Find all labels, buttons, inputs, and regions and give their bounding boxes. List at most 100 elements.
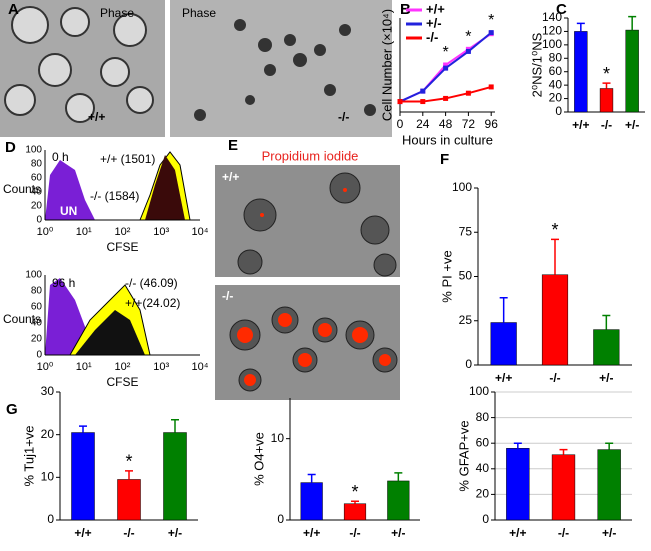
y-tick-label: 20 xyxy=(41,427,55,441)
error-bar xyxy=(171,418,179,433)
image-label: Phase xyxy=(100,6,134,20)
y-tick-label: 20 xyxy=(549,91,563,105)
error-bar xyxy=(602,314,611,330)
time-label: 0 h xyxy=(52,150,69,164)
panel-label: D xyxy=(5,139,16,156)
point xyxy=(420,99,426,105)
axis-label: CFSE xyxy=(106,240,138,254)
y-tick-label: 0 xyxy=(465,357,472,371)
x-tick-label: -/- xyxy=(123,526,134,540)
y-tick-label: 0 xyxy=(47,512,54,526)
bar xyxy=(117,479,141,521)
x-tick-label: 10¹ xyxy=(76,361,92,373)
y-tick-label: 50 xyxy=(459,269,473,283)
y-axis-label: % GFAP+ve xyxy=(456,420,471,491)
genotype-label: +/+ xyxy=(222,170,239,184)
point xyxy=(443,65,449,71)
legend-label: -/- xyxy=(426,29,438,44)
y-tick-label: 80 xyxy=(31,286,43,297)
peak-label: +/+(24.02) xyxy=(125,296,180,310)
error-bar xyxy=(513,442,522,449)
y-tick-label: 20 xyxy=(31,201,43,212)
y-tick-label: 20 xyxy=(476,487,490,501)
point xyxy=(488,84,494,90)
y-tick-label: 10 xyxy=(271,431,285,445)
axis-label: Counts xyxy=(3,182,41,196)
point xyxy=(420,88,426,94)
error-bar xyxy=(559,448,568,455)
error-bar xyxy=(576,22,585,32)
x-axis-label: Hours in culture xyxy=(402,132,493,147)
x-tick-label: 10² xyxy=(115,226,131,238)
peak-label: UN xyxy=(60,204,77,218)
time-label: 96 h xyxy=(52,276,75,290)
annotation: * xyxy=(551,220,558,240)
x-tick-label: 96 xyxy=(485,117,499,131)
histogram-shapes xyxy=(45,151,191,356)
y-axis-label: Cell Number (×10⁴) xyxy=(379,9,394,121)
y-tick-label: 80 xyxy=(476,410,490,424)
x-tick-label: +/+ xyxy=(74,526,91,540)
y-tick-label: 20 xyxy=(31,334,43,345)
legend-label: +/- xyxy=(426,15,442,30)
y-tick-label: 10 xyxy=(41,470,55,484)
x-tick-label: +/+ xyxy=(495,371,512,385)
error-bar xyxy=(602,82,611,89)
error-bar xyxy=(307,473,316,483)
legend-label: +/+ xyxy=(426,1,445,16)
x-tick-label: 10⁴ xyxy=(192,226,209,238)
annotation: * xyxy=(603,64,610,84)
genotype-label: -/- xyxy=(338,110,349,124)
bar xyxy=(551,454,576,521)
error-bar xyxy=(551,238,559,275)
bar xyxy=(599,88,614,113)
x-tick-label: +/+ xyxy=(303,526,320,540)
y-axis-label: 2⁰NS/1⁰NS xyxy=(529,32,544,97)
y-tick-label: 120 xyxy=(542,24,562,38)
y-tick-label: 30 xyxy=(41,384,55,398)
y-tick-label: 140 xyxy=(542,10,562,24)
annotation: * xyxy=(125,452,132,472)
bar xyxy=(163,432,187,521)
x-tick-label: +/- xyxy=(602,526,616,540)
bar xyxy=(625,29,639,113)
error-bar xyxy=(628,15,637,31)
x-tick-label: 10⁰ xyxy=(37,226,54,238)
x-tick-label: +/- xyxy=(391,526,405,540)
point xyxy=(397,99,403,105)
error-bar xyxy=(351,500,359,504)
error-bar xyxy=(125,470,133,480)
y-tick-label: 100 xyxy=(542,37,562,51)
x-tick-label: 24 xyxy=(416,117,430,131)
panel-label: C xyxy=(556,1,567,18)
y-tick-label: 60 xyxy=(31,302,43,313)
peak-label: +/+ (1501) xyxy=(100,152,155,166)
error-bar xyxy=(605,442,614,450)
annotation: * xyxy=(488,12,494,29)
panel-label: A xyxy=(8,1,19,18)
x-tick-label: 10⁰ xyxy=(37,361,54,373)
x-tick-label: -/- xyxy=(601,118,612,132)
y-axis-label: % PI +ve xyxy=(439,250,454,302)
bar xyxy=(343,503,367,521)
bar xyxy=(593,329,620,366)
y-tick-label: 40 xyxy=(31,187,43,198)
x-tick-label: 72 xyxy=(462,117,476,131)
x-tick-label: -/- xyxy=(349,526,360,540)
image-label: Phase xyxy=(182,6,216,20)
y-tick-label: 40 xyxy=(31,318,43,329)
annotation: * xyxy=(351,482,358,502)
x-tick-label: -/- xyxy=(549,371,560,385)
x-tick-label: 0 xyxy=(397,117,404,131)
bar xyxy=(387,480,410,521)
axis-label: Counts xyxy=(3,312,41,326)
y-tick-label: 80 xyxy=(31,159,43,170)
y-tick-label: 25 xyxy=(459,313,473,327)
bar xyxy=(541,274,569,366)
x-tick-label: 48 xyxy=(439,117,453,131)
y-tick-label: 75 xyxy=(459,224,473,238)
panel-label: B xyxy=(400,1,411,18)
axis-label: CFSE xyxy=(106,375,138,389)
x-tick-label: 10¹ xyxy=(76,226,92,238)
phase-image xyxy=(0,0,392,137)
